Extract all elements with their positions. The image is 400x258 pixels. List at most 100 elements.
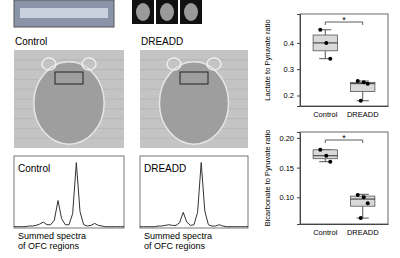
whisker — [325, 30, 326, 35]
mri-image — [140, 50, 248, 148]
mri-image — [14, 50, 124, 148]
y-axis: 0.2 0.3 0.4 — [284, 15, 301, 107]
data-point — [328, 57, 332, 61]
y-axis-line — [297, 15, 301, 107]
data-point — [318, 148, 322, 152]
plot-frame — [300, 14, 388, 106]
figure: Control DREADD 0.2 0.3 0.4 Control DREADD Lacta… — [0, 0, 400, 258]
box — [351, 196, 375, 206]
data-point — [356, 79, 360, 83]
caption: Summed spectra — [144, 231, 212, 241]
y-tick: 0.2 — [284, 91, 300, 100]
data-point — [328, 160, 332, 164]
y-axis: 0.10 0.15 0.20 — [279, 133, 300, 225]
x-tick-label: DREADD — [347, 110, 379, 119]
y-tick-mark — [297, 43, 300, 44]
mri-background — [14, 50, 124, 148]
annotation: * — [342, 133, 346, 143]
mri-eye — [42, 58, 56, 70]
x-axis: Control DREADD — [301, 224, 389, 237]
photo-strip — [20, 8, 108, 18]
y-tick: 0.4 — [284, 39, 300, 48]
y-tick-mark — [297, 197, 300, 198]
whisker — [362, 206, 363, 218]
y-axis-title: Bicarbonate to Pyruvate ratio — [263, 130, 272, 227]
mri-eye — [207, 58, 221, 70]
y-tick-label: 0.4 — [284, 39, 294, 48]
box — [313, 35, 337, 51]
y-tick-mark — [297, 168, 300, 169]
plot-frame — [14, 156, 124, 228]
whisker — [325, 51, 326, 59]
data-point — [324, 154, 328, 158]
y-tick-label: 0.15 — [279, 164, 294, 173]
caption: of OFC regions — [18, 241, 80, 251]
y-axis-title: Lactate to Pyruvate ratio — [263, 19, 272, 100]
data-point — [318, 28, 322, 32]
y-tick-mark — [297, 69, 300, 70]
data-point — [324, 41, 328, 45]
x-axis-line — [301, 106, 389, 107]
data-point — [362, 80, 366, 84]
plot-frame — [140, 156, 248, 228]
y-tick-label: 0.10 — [279, 193, 294, 202]
mri-thumbnail-brain — [184, 3, 198, 21]
mri-thumbnail-brain — [136, 3, 150, 21]
mri-eye — [167, 58, 181, 70]
mri-thumbnail-brain — [160, 3, 174, 21]
y-tick: 0.3 — [284, 65, 300, 74]
data-point — [356, 193, 360, 197]
data-point — [359, 216, 363, 220]
x-tick: Control — [313, 106, 338, 119]
y-tick-label: 0.3 — [284, 65, 294, 74]
plot-marks — [140, 163, 248, 227]
data-point — [359, 99, 363, 103]
data-point — [366, 82, 370, 86]
x-tick-label: DREADD — [347, 228, 379, 237]
mri-grid-line — [140, 59, 248, 60]
chart-title: Control — [18, 163, 50, 174]
mri-background — [140, 50, 248, 148]
ofc-region — [55, 72, 83, 84]
spectrum-line — [140, 163, 248, 227]
y-tick-mark — [297, 95, 300, 96]
y-tick-label: 0.20 — [279, 134, 294, 143]
mri-thumbnail — [132, 0, 154, 24]
y-tick-label: 0.2 — [284, 91, 294, 100]
chart-title: DREADD — [144, 163, 186, 174]
image-label: Control — [15, 36, 47, 47]
y-tick: 0.20 — [279, 134, 300, 143]
image-label: DREADD — [141, 36, 183, 47]
plot-frame — [300, 132, 388, 224]
photo — [14, 0, 114, 27]
data-point — [366, 201, 370, 205]
data-point — [362, 195, 366, 199]
x-tick-label: Control — [313, 110, 338, 119]
image-panels — [14, 0, 202, 27]
spectrum-line — [14, 163, 124, 227]
annotation: * — [342, 15, 346, 25]
plot-marks — [313, 148, 375, 220]
mri-eye — [82, 58, 96, 70]
whisker — [362, 92, 363, 101]
y-axis-line — [297, 133, 301, 225]
x-tick: DREADD — [347, 224, 379, 237]
box — [313, 150, 337, 159]
mri-thumbnail — [180, 0, 202, 24]
ofc-region — [180, 72, 208, 84]
x-tick: Control — [313, 224, 338, 237]
mri-thumbnail — [156, 0, 178, 24]
x-tick: DREADD — [347, 106, 379, 119]
x-tick-label: Control — [313, 228, 338, 237]
mri-brain — [159, 62, 228, 144]
y-tick: 0.15 — [279, 164, 300, 173]
caption: Summed spectra — [18, 231, 86, 241]
caption: of OFC regions — [144, 241, 206, 251]
mri-grid-line — [14, 59, 124, 60]
mri-brain — [34, 62, 104, 144]
plot-marks — [14, 163, 124, 227]
y-tick: 0.10 — [279, 193, 300, 202]
x-axis-line — [301, 224, 389, 225]
x-axis: Control DREADD — [301, 106, 389, 119]
plot-marks — [313, 28, 375, 103]
